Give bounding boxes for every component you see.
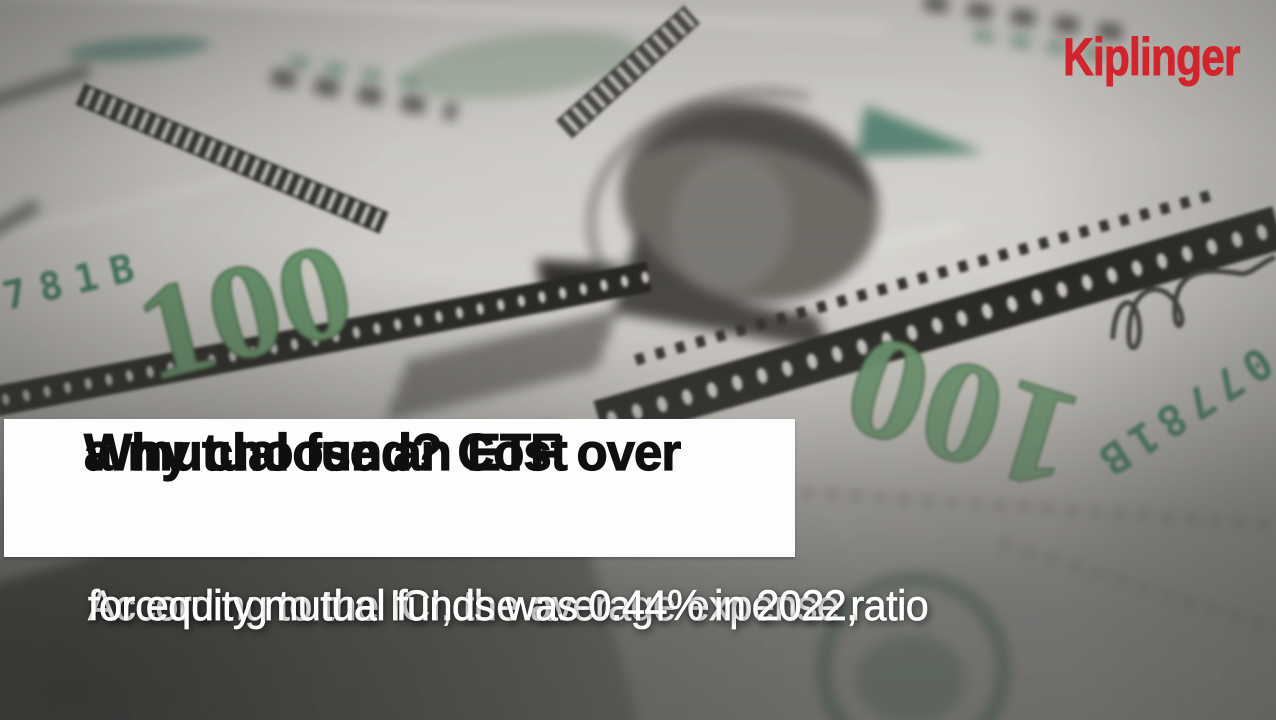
headline-line-2: a mutual fund? Cost	[83, 423, 568, 482]
bill-border-band	[75, 83, 389, 234]
kiplinger-logo: Kiplinger	[1063, 28, 1241, 87]
serial-number: 781B	[0, 243, 152, 320]
bill-border-band	[556, 5, 700, 139]
headline-line-1: Why choose an ETF over	[83, 423, 681, 482]
caption-line-1: According to the ICI, the average expens…	[88, 582, 929, 631]
hundred-numeral-flipped: 100	[826, 302, 1097, 527]
headline-box	[4, 419, 795, 557]
caption-line-2: for equity mutual funds was 0.44% in 202…	[88, 582, 858, 631]
hundred-numeral: 100	[122, 213, 368, 412]
